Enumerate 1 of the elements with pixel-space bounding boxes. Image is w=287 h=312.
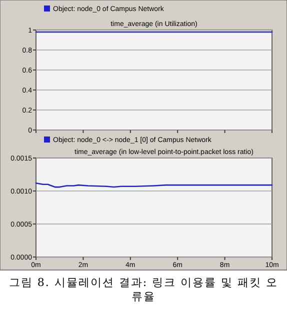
caption: 그림 8. 시뮬레이션 결과: 링크 이용률 및 패킷 오류율: [8, 276, 280, 304]
